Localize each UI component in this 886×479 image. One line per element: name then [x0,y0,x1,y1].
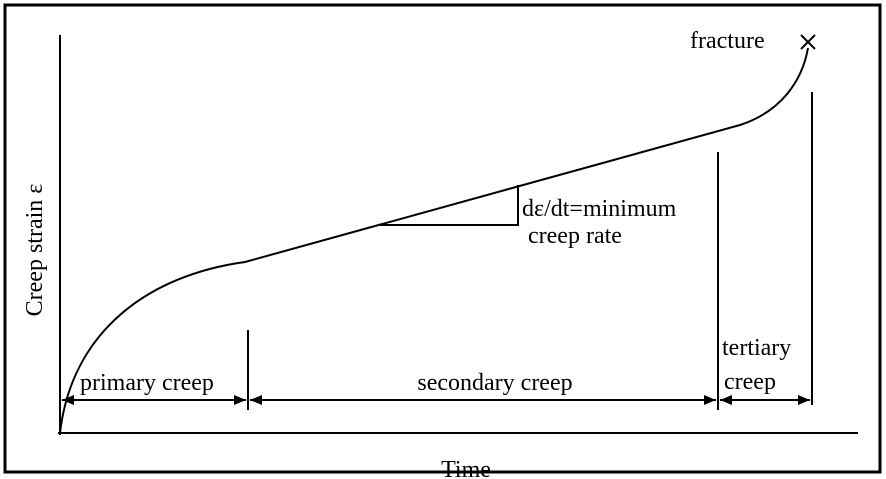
y-axis-label: Creep strain ε [22,184,48,317]
stage-label: tertiary [722,335,791,361]
fracture-label: fracture [690,28,765,54]
stage-label: primary creep [80,370,214,396]
slope-triangle [380,185,519,226]
x-axis-label: Time [441,457,491,479]
stage-label: secondary creep [417,370,572,396]
fracture-mark [800,34,816,50]
creep-curve [59,47,809,434]
slope-label: creep rate [528,223,622,249]
frame [3,3,882,474]
stage-label: creep [724,369,776,395]
slope-label: dε/dt=minimum [522,196,677,222]
